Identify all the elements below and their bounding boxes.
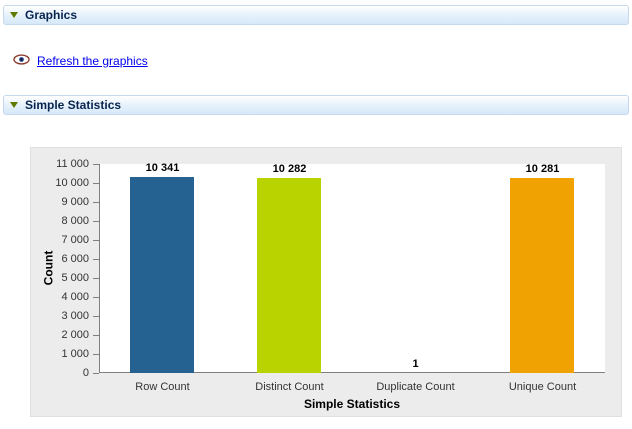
- y-tick-mark: [93, 278, 99, 279]
- section-header-simple-statistics[interactable]: Simple Statistics: [3, 95, 629, 115]
- y-tick-mark: [93, 202, 99, 203]
- y-tick-mark: [93, 221, 99, 222]
- y-tick-mark: [93, 297, 99, 298]
- y-tick-mark: [93, 335, 99, 336]
- y-tick-label: 1 000: [61, 348, 89, 360]
- x-axis-title: Simple Statistics: [303, 397, 401, 411]
- section-title-graphics: Graphics: [25, 8, 78, 22]
- bar: [130, 177, 194, 373]
- y-tick-label: 0: [82, 367, 89, 379]
- x-category-label: Duplicate Count: [376, 381, 455, 393]
- bar: [257, 178, 321, 373]
- refresh-graphics-link[interactable]: Refresh the graphics: [37, 54, 148, 68]
- y-tick-mark: [93, 164, 99, 165]
- y-tick-mark: [93, 240, 99, 241]
- bar-value-label: 10 341: [145, 162, 180, 174]
- y-tick-mark: [93, 316, 99, 317]
- refresh-row: Refresh the graphics: [13, 52, 148, 70]
- y-tick-label: 7 000: [61, 234, 89, 246]
- y-tick-mark: [93, 183, 99, 184]
- x-category-label: Row Count: [135, 381, 190, 393]
- y-tick-label: 9 000: [61, 196, 89, 208]
- section-title-simple-statistics: Simple Statistics: [25, 98, 122, 112]
- bar-value-label: 10 281: [525, 163, 560, 175]
- y-tick-mark: [93, 259, 99, 260]
- eye-icon: [13, 52, 30, 70]
- x-category-label: Unique Count: [508, 381, 577, 393]
- y-tick-label: 10 000: [55, 177, 89, 189]
- y-tick-label: 6 000: [61, 253, 89, 265]
- y-tick-label: 4 000: [61, 291, 89, 303]
- bar-value-label: 1: [412, 358, 419, 370]
- y-tick-label: 5 000: [61, 272, 89, 284]
- y-tick-label: 3 000: [61, 310, 89, 322]
- bar: [510, 178, 574, 373]
- y-tick-label: 8 000: [61, 215, 89, 227]
- section-header-graphics[interactable]: Graphics: [3, 5, 629, 25]
- y-tick-mark: [93, 354, 99, 355]
- y-tick-label: 11 000: [56, 158, 89, 170]
- collapse-arrow-icon[interactable]: [10, 12, 18, 18]
- bar-value-label: 10 282: [272, 163, 307, 175]
- y-tick-label: 2 000: [61, 329, 89, 341]
- y-tick-mark: [93, 373, 99, 374]
- x-category-label: Distinct Count: [255, 381, 324, 393]
- collapse-arrow-icon[interactable]: [10, 102, 18, 108]
